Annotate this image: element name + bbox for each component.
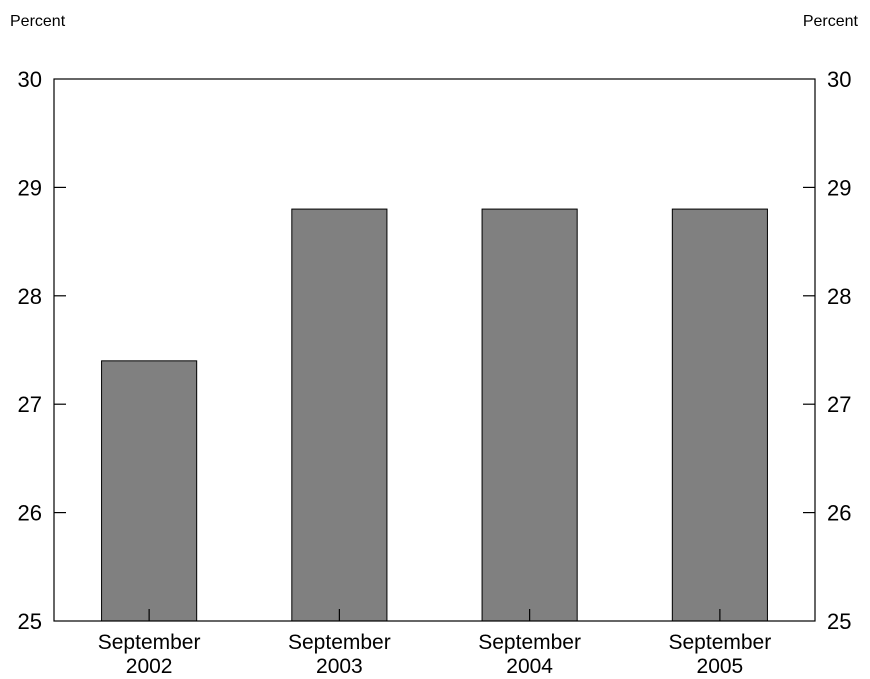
x-category-label-line: 2004 [506, 655, 553, 678]
y-tick-label-right: 27 [827, 392, 851, 417]
x-category-label: September 2002 [98, 631, 201, 678]
y-axis-unit-left: Percent [10, 13, 66, 30]
x-category-label-line: 2005 [697, 655, 744, 678]
y-tick-label-right: 25 [827, 609, 851, 634]
y-tick-label-right: 26 [827, 501, 851, 526]
bar-group [101, 208, 768, 622]
y-tick-label-left: 25 [18, 609, 42, 634]
y-tick-label-left: 28 [18, 284, 42, 309]
y-tick-label-left: 26 [18, 501, 42, 526]
y-tick-label-left: 30 [18, 67, 42, 92]
plot-frame [53, 78, 816, 622]
y-tick-label-left: 29 [18, 175, 42, 200]
x-category-label-line: September [669, 631, 772, 654]
y-tick-label-right: 30 [827, 67, 851, 92]
y-axis-unit-right: Percent [803, 13, 859, 30]
bar-september-2003 [291, 208, 388, 622]
bar-september-2004 [481, 208, 578, 622]
x-category-label-line: 2003 [316, 655, 363, 678]
x-category-label: September 2005 [669, 631, 772, 678]
bar-september-2005 [671, 208, 768, 622]
x-category-label-line: 2002 [126, 655, 173, 678]
y-tick-label-left: 27 [18, 392, 42, 417]
y-tick-label-right: 28 [827, 284, 851, 309]
x-category-label-line: September [478, 631, 581, 654]
x-category-label: September 2003 [288, 631, 391, 678]
x-category-label-line: September [98, 631, 201, 654]
x-category-label: September 2004 [478, 631, 581, 678]
x-category-label-line: September [288, 631, 391, 654]
y-tick-label-right: 29 [827, 175, 851, 200]
bar-september-2002 [101, 360, 198, 622]
